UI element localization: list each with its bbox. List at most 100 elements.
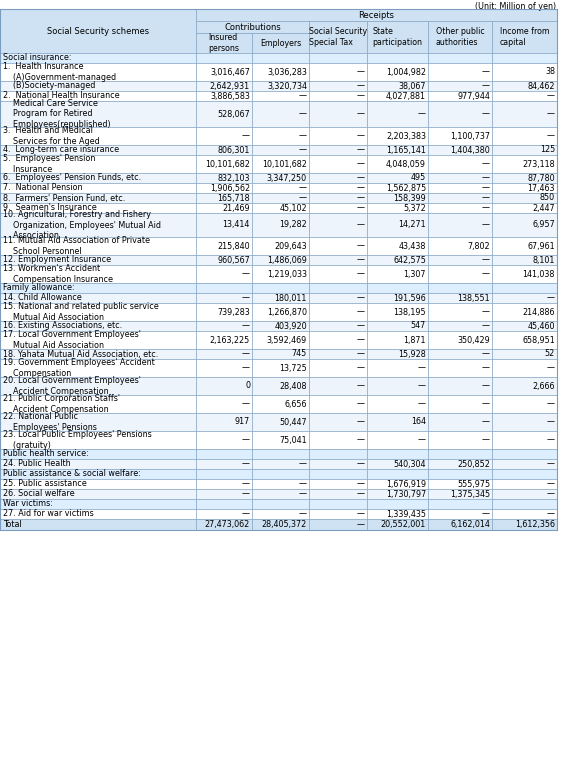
Bar (0, 377, 196, 395)
Text: 977,944: 977,944 (457, 91, 490, 100)
Text: 1,486,069: 1,486,069 (267, 255, 307, 265)
Bar (252, 255, 309, 265)
Bar (252, 331, 309, 349)
Text: Employers: Employers (260, 38, 301, 48)
Bar (492, 469, 557, 479)
Bar (0, 101, 196, 127)
Bar (428, 255, 492, 265)
Bar (252, 499, 309, 509)
Text: 10,101,682: 10,101,682 (205, 160, 250, 169)
Bar (0, 193, 196, 203)
Bar (0, 303, 196, 321)
Bar (309, 145, 367, 155)
Bar (0, 63, 196, 81)
Text: 0: 0 (245, 381, 250, 390)
Text: —: — (299, 489, 307, 499)
Bar (492, 283, 557, 293)
Text: —: — (482, 509, 490, 518)
Text: 10,101,682: 10,101,682 (262, 160, 307, 169)
Text: 50,447: 50,447 (279, 417, 307, 426)
Bar (252, 91, 309, 101)
Text: 20. Local Government Employees'
    Accident Compensation: 20. Local Government Employees' Accident… (3, 376, 141, 396)
Text: (Unit: Million of yen): (Unit: Million of yen) (475, 2, 556, 11)
Bar (428, 377, 492, 395)
Text: 1,004,982: 1,004,982 (386, 67, 426, 77)
Bar (252, 283, 309, 293)
Text: 28,405,372: 28,405,372 (262, 520, 307, 529)
Bar (252, 265, 309, 283)
Bar (428, 127, 492, 145)
Text: —: — (418, 110, 426, 118)
Bar (492, 193, 557, 203)
Bar (492, 519, 557, 530)
Text: —: — (357, 400, 365, 409)
Bar (309, 459, 367, 469)
Bar (252, 431, 309, 449)
Bar (0, 293, 196, 303)
Bar (428, 265, 492, 283)
Bar (428, 395, 492, 413)
Bar (367, 303, 428, 321)
Text: —: — (357, 364, 365, 373)
Text: 3,320,734: 3,320,734 (267, 81, 307, 91)
Text: 12. Employment Insurance: 12. Employment Insurance (3, 255, 111, 265)
Text: 164: 164 (411, 417, 426, 426)
Text: 16. Existing Associations, etc.: 16. Existing Associations, etc. (3, 321, 122, 331)
Bar (428, 101, 492, 127)
Text: —: — (242, 400, 250, 409)
Bar (428, 459, 492, 469)
Bar (492, 53, 557, 63)
Bar (309, 377, 367, 395)
Text: 1,266,870: 1,266,870 (267, 308, 307, 317)
Text: 17. Local Government Employees'
    Mutual Aid Association: 17. Local Government Employees' Mutual A… (3, 330, 141, 350)
Bar (309, 303, 367, 321)
Text: 158,399: 158,399 (393, 193, 426, 202)
Bar (367, 255, 428, 265)
Bar (428, 303, 492, 321)
Bar (428, 91, 492, 101)
Bar (309, 193, 367, 203)
Bar (492, 101, 557, 127)
Bar (428, 53, 492, 63)
Text: 138,195: 138,195 (393, 308, 426, 317)
Bar (428, 499, 492, 509)
Text: —: — (357, 203, 365, 212)
Bar (0, 155, 196, 173)
Text: —: — (547, 131, 555, 140)
Bar (0, 213, 196, 237)
Text: 1.  Health Insurance
    (A)Government-managed: 1. Health Insurance (A)Government-manage… (3, 62, 116, 82)
Bar (196, 21, 309, 33)
Text: —: — (242, 294, 250, 302)
Bar (0, 459, 196, 469)
Bar (492, 91, 557, 101)
Bar (0, 145, 196, 155)
Text: Public assistance & social welfare:: Public assistance & social welfare: (3, 469, 141, 479)
Bar (252, 303, 309, 321)
Text: —: — (482, 436, 490, 445)
Text: 7,802: 7,802 (467, 242, 490, 251)
Bar (367, 145, 428, 155)
Text: —: — (418, 381, 426, 390)
Text: —: — (242, 321, 250, 331)
Bar (367, 519, 428, 530)
Bar (196, 127, 252, 145)
Text: —: — (357, 220, 365, 229)
Bar (252, 359, 309, 377)
Bar (428, 469, 492, 479)
Text: —: — (482, 220, 490, 229)
Text: —: — (242, 364, 250, 373)
Bar (428, 155, 492, 173)
Bar (492, 145, 557, 155)
Bar (196, 237, 252, 255)
Bar (0, 413, 196, 431)
Text: 27,473,062: 27,473,062 (205, 520, 250, 529)
Text: 850: 850 (540, 193, 555, 202)
Text: 26. Social welfare: 26. Social welfare (3, 489, 75, 499)
Text: —: — (357, 509, 365, 518)
Bar (196, 283, 252, 293)
Text: Social Security schemes: Social Security schemes (47, 27, 149, 35)
Text: 555,975: 555,975 (457, 479, 490, 489)
Text: 27. Aid for war victims: 27. Aid for war victims (3, 509, 94, 518)
Bar (309, 395, 367, 413)
Text: 23. Local Public Employees' Pensions
    (gratuity): 23. Local Public Employees' Pensions (gr… (3, 430, 152, 450)
